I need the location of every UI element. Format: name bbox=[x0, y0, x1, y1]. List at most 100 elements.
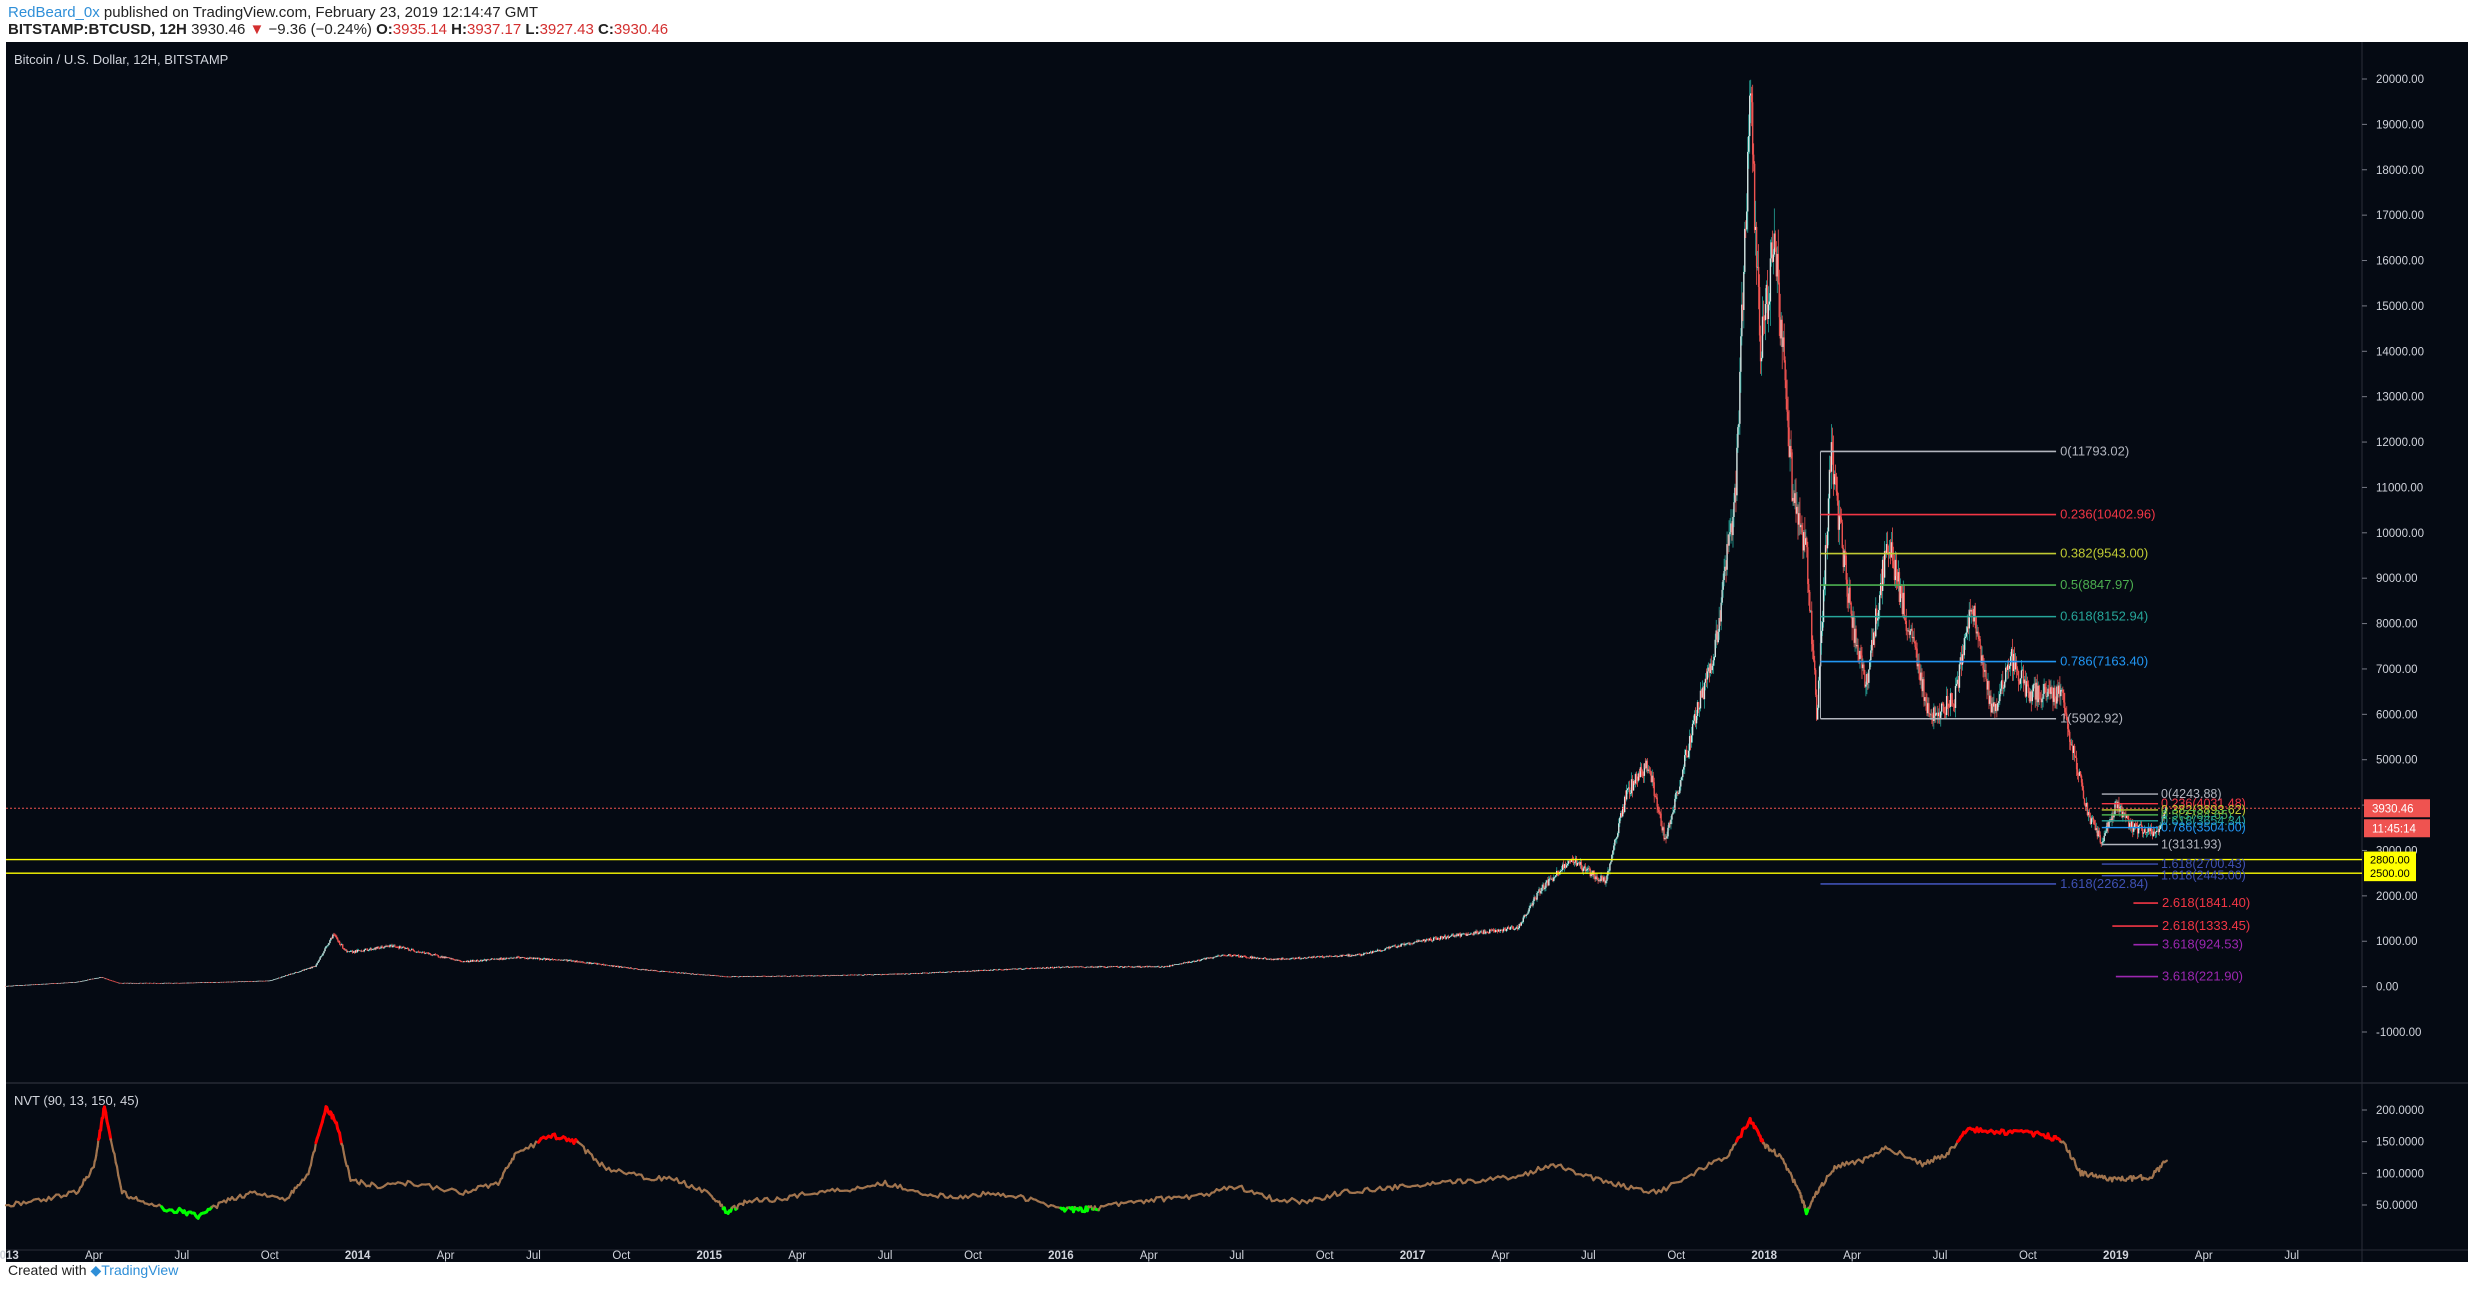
candle-body bbox=[1212, 957, 1214, 959]
candle-body bbox=[228, 981, 231, 983]
candle-body bbox=[1702, 687, 1705, 700]
candle-body bbox=[1749, 95, 1751, 137]
candle-body bbox=[1780, 319, 1782, 339]
candle-body bbox=[372, 949, 374, 950]
candle-body bbox=[1700, 690, 1703, 698]
candle-body bbox=[668, 971, 671, 973]
candle-body bbox=[1710, 663, 1713, 671]
candle-body bbox=[241, 981, 244, 982]
candle-body bbox=[48, 983, 51, 985]
candle-body bbox=[141, 983, 143, 984]
candle-body bbox=[204, 982, 206, 984]
candle-body bbox=[1131, 966, 1134, 968]
candle-body bbox=[620, 966, 623, 968]
candle-body bbox=[683, 972, 686, 974]
candle-body bbox=[1053, 967, 1056, 969]
candle-body bbox=[1584, 866, 1586, 871]
candle-body bbox=[1486, 931, 1488, 933]
candle-body bbox=[106, 978, 109, 980]
candle-body bbox=[1994, 702, 1996, 712]
candle-body bbox=[780, 976, 782, 977]
candle-body bbox=[444, 956, 446, 959]
candle-body bbox=[832, 975, 834, 976]
candle-body bbox=[1150, 966, 1152, 968]
candle-body bbox=[997, 969, 1000, 971]
candle-body bbox=[2038, 685, 2040, 699]
candle-body bbox=[2151, 833, 2154, 837]
candle-body bbox=[492, 958, 495, 960]
candle-body bbox=[505, 957, 507, 959]
candle-body bbox=[840, 975, 842, 977]
candle-body bbox=[1324, 956, 1327, 958]
candle-body bbox=[1651, 775, 1653, 783]
candle-body bbox=[1284, 959, 1286, 960]
candle-body bbox=[978, 970, 980, 972]
candle-body bbox=[2140, 824, 2143, 830]
candle-body bbox=[2004, 681, 2006, 688]
candle-body bbox=[461, 961, 463, 963]
candle-body bbox=[1907, 630, 1909, 632]
candle-body bbox=[1250, 956, 1253, 959]
candle-body bbox=[1676, 791, 1678, 793]
candle-body bbox=[357, 950, 360, 951]
chart-canvas[interactable]: Bitcoin / U.S. Dollar, 12H, BITSTAMPNVT … bbox=[0, 0, 2468, 1262]
candle-body bbox=[885, 974, 887, 975]
candle-body bbox=[120, 982, 122, 984]
candle-body bbox=[1463, 933, 1465, 935]
candle-body bbox=[287, 974, 290, 976]
candle-body bbox=[2131, 821, 2133, 828]
candle-body bbox=[818, 975, 820, 977]
candle-body bbox=[1217, 955, 1219, 957]
candle-body bbox=[861, 975, 864, 976]
candle-body bbox=[110, 980, 113, 981]
candle-body bbox=[1452, 934, 1455, 937]
candle-body bbox=[504, 958, 506, 960]
candle-body bbox=[1855, 628, 1857, 647]
x-tick-label: Oct bbox=[1316, 1250, 1335, 1262]
candle-body bbox=[1772, 254, 1775, 262]
candle-body bbox=[297, 972, 300, 973]
candle-body bbox=[1245, 956, 1248, 958]
candle-body bbox=[595, 963, 597, 964]
candle-body bbox=[1347, 954, 1349, 957]
candle-body bbox=[742, 976, 745, 977]
y-tick-label: 18000.00 bbox=[2376, 165, 2424, 177]
candle-body bbox=[1294, 958, 1296, 960]
candle-body bbox=[1058, 966, 1061, 968]
candle-body bbox=[452, 958, 454, 960]
candle-body bbox=[124, 982, 126, 984]
candle-body bbox=[1047, 967, 1050, 969]
candle-body bbox=[844, 974, 846, 976]
candle-body bbox=[239, 981, 242, 982]
candle-body bbox=[410, 949, 413, 951]
candle-body bbox=[7, 985, 9, 987]
candle-body bbox=[611, 965, 614, 967]
candle-body bbox=[2080, 775, 2083, 783]
candle-body bbox=[652, 970, 654, 972]
candle-body bbox=[788, 976, 790, 977]
author-link[interactable]: RedBeard_0x bbox=[8, 4, 100, 21]
candle-body bbox=[200, 982, 202, 983]
candle-body bbox=[27, 984, 30, 986]
candle-body bbox=[1316, 956, 1319, 957]
candle-body bbox=[713, 975, 715, 976]
candle-body bbox=[1083, 967, 1085, 968]
candle-body bbox=[709, 974, 711, 976]
candle-body bbox=[1173, 964, 1175, 966]
candle-body bbox=[192, 982, 194, 984]
candle-body bbox=[1372, 951, 1375, 952]
candle-body bbox=[1279, 958, 1281, 960]
candle-body bbox=[2150, 828, 2153, 834]
candle-body bbox=[68, 982, 70, 983]
candle-body bbox=[1200, 959, 1203, 961]
candle-body bbox=[1135, 966, 1138, 968]
candle-body bbox=[998, 969, 1001, 970]
candle-body bbox=[1663, 827, 1665, 840]
candle-body bbox=[1630, 779, 1633, 794]
candle-body bbox=[2072, 745, 2075, 753]
candle-body bbox=[1218, 955, 1220, 957]
candle-body bbox=[189, 982, 191, 984]
candle-body bbox=[115, 981, 117, 983]
candle-body bbox=[1717, 631, 1719, 643]
candle-body bbox=[1147, 966, 1149, 968]
